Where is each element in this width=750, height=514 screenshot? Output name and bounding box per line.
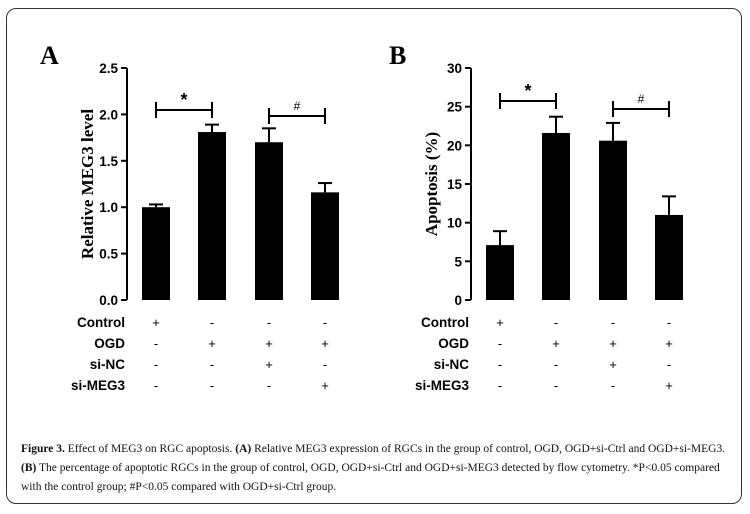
- panel-a-y-tick-label: 2.0: [99, 107, 118, 122]
- figure-caption: Figure 3. Effect of MEG3 on RGC apoptosi…: [21, 440, 726, 497]
- panel-b-condition-mark: -: [667, 357, 671, 372]
- panel-a-condition-label: Control: [77, 315, 125, 330]
- panel-b-condition-label: si-MEG3: [415, 378, 470, 393]
- panel-b-y-axis-title: Apoptosis (%): [422, 132, 441, 236]
- panel-a-y-tick-label: 1.5: [99, 154, 118, 169]
- caption-part-1: Effect of MEG3 on RGC apoptosis.: [64, 443, 236, 455]
- panel-a-bar: [311, 192, 339, 300]
- panel-b-condition-mark: +: [609, 357, 617, 372]
- panel-b-condition-mark: -: [498, 336, 502, 351]
- panel-b-condition-mark: -: [554, 315, 558, 330]
- panel-a-bar: [255, 142, 283, 300]
- panel-b-condition-mark: +: [665, 378, 673, 393]
- panel-a-condition-mark: +: [265, 336, 273, 351]
- panel-b-y-tick-label: 15: [447, 177, 463, 192]
- panel-b-condition-mark: -: [498, 357, 502, 372]
- panel-a-y-tick-label: 0.0: [99, 293, 118, 308]
- caption-lead: Figure 3.: [21, 443, 65, 455]
- panel-b-condition-mark: -: [554, 357, 558, 372]
- panel-b-bar: [655, 214, 683, 300]
- panel-a-y-tick-label: 1.0: [99, 200, 118, 215]
- panel-b-condition-mark: +: [665, 336, 673, 351]
- panel-a-condition-mark: -: [154, 378, 158, 393]
- panel-b-y-tick-label: 25: [447, 100, 463, 115]
- panel-b-letter: B: [389, 41, 406, 70]
- panel-a-sig-label: *: [180, 90, 187, 110]
- panel-b-condition-mark: +: [496, 315, 504, 330]
- panel-b-condition-mark: -: [667, 315, 671, 330]
- caption-b-tag: (B): [21, 462, 37, 474]
- panel-b-y-tick-label: 30: [447, 61, 462, 76]
- panel-b-condition-mark: -: [554, 378, 558, 393]
- panel-a-condition-label: si-MEG3: [71, 378, 126, 393]
- figure-frame: [6, 8, 742, 504]
- panel-a-bar: [198, 132, 226, 300]
- panel-a-condition-mark: -: [323, 357, 327, 372]
- panel-a-letter: A: [40, 41, 59, 70]
- panel-a-condition-mark: -: [210, 378, 214, 393]
- panel-a: A 0.0 0.5 1.0 1.5 2.0 2.5 Relative MEG3 level * #…: [40, 41, 339, 393]
- panel-b-condition-label: Control: [421, 315, 469, 330]
- panel-a-sig-label: #: [294, 99, 301, 113]
- panel-b-sig-label: #: [638, 92, 645, 106]
- panel-b-sig-label: *: [524, 81, 531, 101]
- panel-b-condition-mark: +: [609, 336, 617, 351]
- panel-b: B 0 5 10 15 20 25 30 Apoptosis (%) * # Control + - - - O…: [389, 41, 683, 393]
- panel-a-y-tick-label: 0.5: [99, 247, 118, 262]
- panel-a-bar: [142, 207, 170, 300]
- caption-part-3: The percentage of apoptotic RGCs in the …: [21, 462, 720, 493]
- panel-a-condition-mark: +: [208, 336, 216, 351]
- panel-b-condition-mark: -: [611, 378, 615, 393]
- panel-a-condition-label: OGD: [94, 336, 125, 351]
- panel-b-bar: [542, 132, 570, 300]
- panel-b-condition-mark: +: [552, 336, 560, 351]
- panel-a-condition-mark: -: [267, 378, 271, 393]
- panel-b-y-tick-label: 10: [447, 216, 462, 231]
- caption-part-2: Relative MEG3 expression of RGCs in the …: [251, 443, 726, 455]
- figure-svg: A 0.0 0.5 1.0 1.5 2.0 2.5 Relative MEG3 level * #…: [40, 41, 683, 393]
- panel-a-condition-mark: -: [210, 315, 214, 330]
- panel-b-bar: [599, 140, 627, 300]
- panel-a-y-tick-label: 2.5: [99, 61, 118, 76]
- panel-a-condition-mark: -: [210, 357, 214, 372]
- panel-a-condition-label: si-NC: [90, 357, 126, 372]
- panel-a-y-axis-title: Relative MEG3 level: [78, 109, 97, 259]
- panel-b-y-tick-label: 20: [447, 138, 462, 153]
- panel-b-condition-mark: -: [611, 315, 615, 330]
- caption-a-tag: (A): [235, 443, 252, 455]
- panel-a-condition-mark: -: [267, 315, 271, 330]
- panel-b-condition-label: OGD: [438, 336, 469, 351]
- panel-a-condition-mark: +: [265, 357, 273, 372]
- panel-a-condition-mark: -: [154, 336, 158, 351]
- panel-a-condition-mark: -: [323, 315, 327, 330]
- panel-b-bar: [486, 245, 514, 300]
- panel-a-condition-mark: -: [154, 357, 158, 372]
- panel-a-condition-mark: +: [321, 378, 329, 393]
- panel-a-condition-mark: +: [321, 336, 329, 351]
- panel-a-condition-mark: +: [152, 315, 160, 330]
- panel-b-y-tick-label: 5: [454, 254, 462, 269]
- panel-b-condition-mark: -: [498, 378, 502, 393]
- panel-b-condition-label: si-NC: [434, 357, 470, 372]
- panel-b-y-tick-label: 0: [454, 293, 462, 308]
